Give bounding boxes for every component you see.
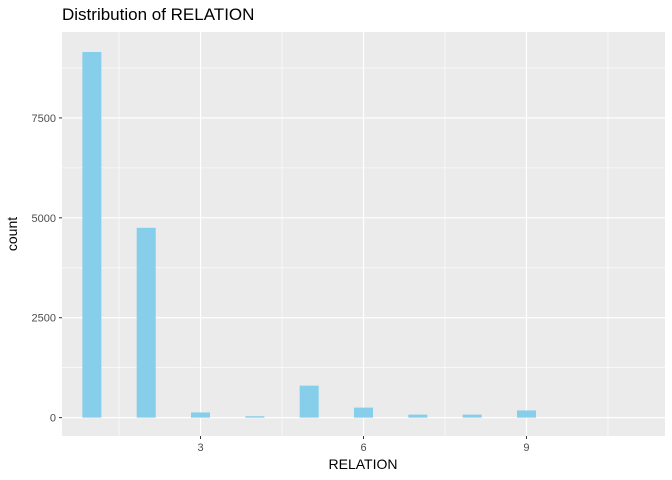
bar <box>299 385 319 418</box>
y-axis-title: count <box>4 217 20 251</box>
chart-title: Distribution of RELATION <box>62 5 254 24</box>
bar <box>245 416 265 418</box>
x-axis-title: RELATION <box>329 456 398 472</box>
bar <box>136 227 156 418</box>
bar <box>82 51 102 418</box>
y-axis: 0 2500 5000 7500 <box>32 113 62 425</box>
bar <box>191 412 211 418</box>
x-tick-label: 3 <box>197 442 203 454</box>
y-tick-label: 5000 <box>32 213 56 225</box>
y-tick-label: 2500 <box>32 313 56 325</box>
bars <box>82 51 536 418</box>
x-tick-label: 9 <box>523 442 529 454</box>
y-tick-label: 7500 <box>32 113 56 125</box>
bar <box>462 414 482 418</box>
x-axis: 3 6 9 <box>197 436 530 454</box>
major-gridlines <box>62 32 665 436</box>
x-tick-label: 6 <box>360 442 366 454</box>
bar <box>516 410 536 418</box>
bar <box>353 407 374 418</box>
bar <box>408 414 428 418</box>
y-tick-label: 0 <box>50 413 56 425</box>
